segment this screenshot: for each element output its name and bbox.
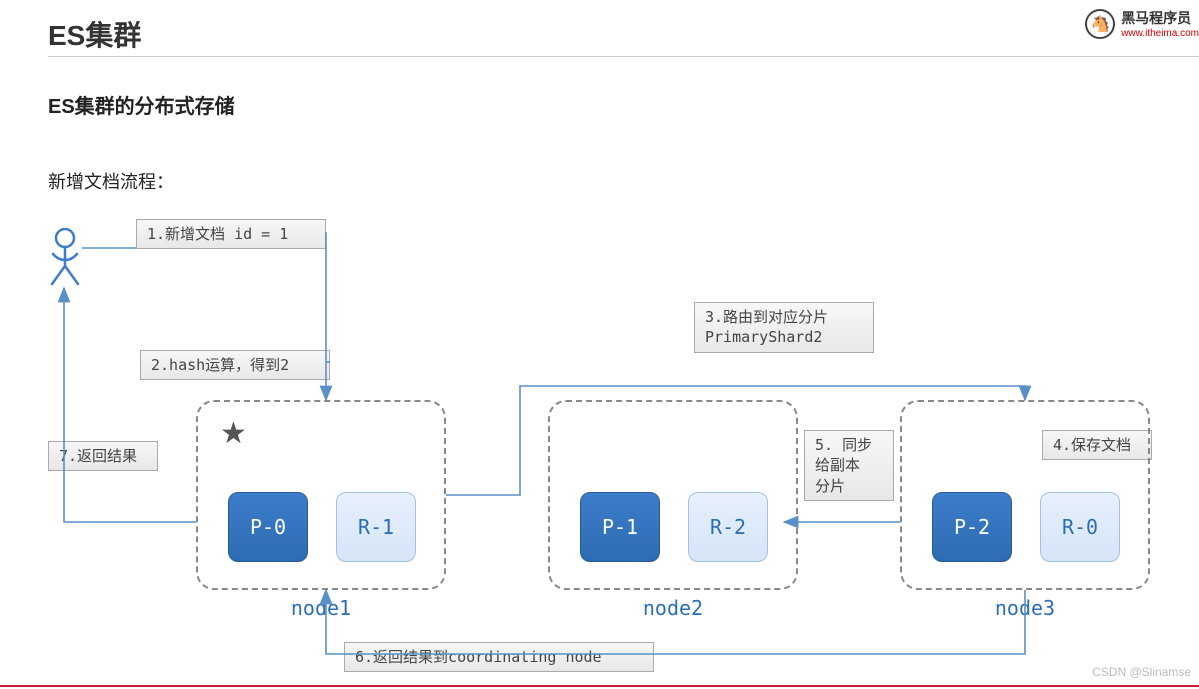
step-2: 2.hash运算，得到2 [140,350,330,380]
primary-shard: P-2 [932,492,1012,562]
primary-shard: P-0 [228,492,308,562]
divider [48,56,1199,57]
flow-label: 新增文档流程： [48,168,174,194]
step-7: 7.返回结果 [48,441,158,471]
node-title: node2 [550,596,796,620]
node-node2: P-1R-2node2 [548,400,798,590]
watermark: CSDN @Slinamse [1092,665,1191,679]
node-title: node3 [902,596,1148,620]
a7-return [64,288,196,522]
node-node3: P-2R-0node3 [900,400,1150,590]
node-title: node1 [198,596,444,620]
replica-shard: R-0 [1040,492,1120,562]
step-3: 3.路由到对应分片 PrimaryShard2 [694,302,874,353]
logo-cn: 黑马程序员 [1121,8,1199,28]
star-icon: ★ [220,416,247,451]
subtitle: ES集群的分布式存储 [48,90,235,119]
node-node1: ★P-0R-1node1 [196,400,446,590]
step-6: 6.返回结果到coordinating node [344,642,654,672]
step-5: 5. 同步 给副本 分片 [804,430,894,501]
primary-shard: P-1 [580,492,660,562]
replica-shard: R-1 [336,492,416,562]
brand-logo: 🐴 黑马程序员 www.itheima.com [1085,8,1199,39]
page-title: ES集群 [48,14,141,54]
actor-icon [48,228,82,288]
logo-url: www.itheima.com [1121,28,1199,39]
step-1: 1.新增文档 id = 1 [136,219,326,249]
bottom-rule [0,685,1199,687]
horse-icon: 🐴 [1085,9,1115,39]
replica-shard: R-2 [688,492,768,562]
